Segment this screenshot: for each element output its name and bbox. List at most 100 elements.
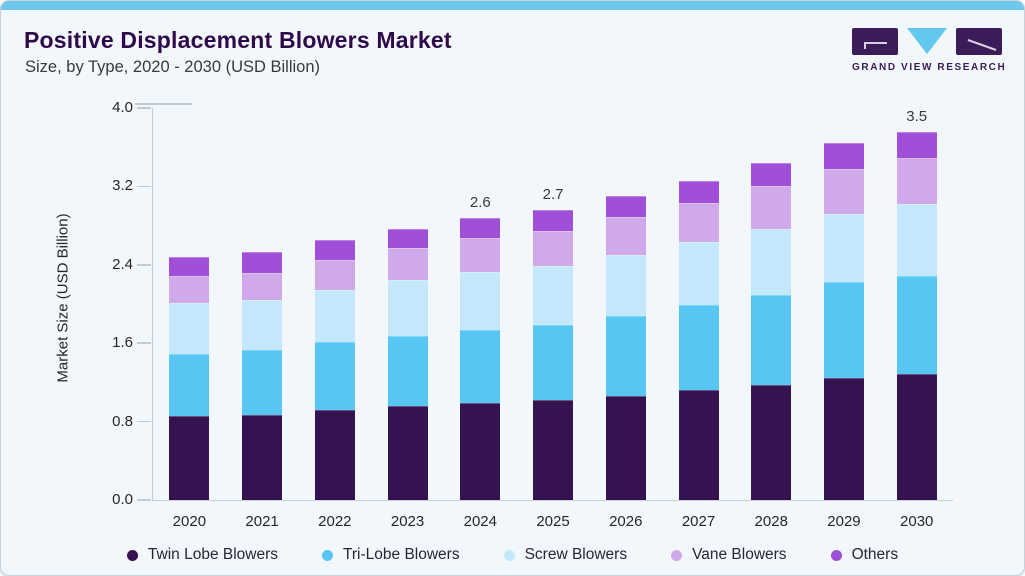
x-tick-label-2026: 2026 [609,513,643,530]
bar-total-label-2024: 2.6 [469,193,491,211]
bar-column-2023: 2023 [371,108,444,530]
legend-label-twin-lobe-blowers: Twin Lobe Blowers [147,546,278,563]
bar-2021-segment-tri-lobe-blowers [242,350,283,415]
bar-2028-segment-tri-lobe-blowers [751,295,792,386]
bar-total-label-2030: 3.5 [906,107,928,125]
bar-2022-segment-screw-blowers [314,290,355,343]
page-subtitle: Size, by Type, 2020 - 2030 (USD Billion) [25,58,321,76]
y-tick-0.0 [137,499,151,501]
y-tick-label-4.0: 4.0 [112,99,133,116]
x-tick-label-2023: 2023 [390,513,425,530]
bar-2028-segment-screw-blowers [751,228,792,296]
bar-2026-segment-tri-lobe-blowers [605,315,646,397]
logo-r-glyph [967,39,997,51]
bar-total-label-2025: 2.7 [542,185,564,203]
grand-view-research-logo: GRAND VIEW RESEARCH [852,28,1007,73]
bar-2024-segment-others [460,217,501,239]
bar-2025-segment-others [533,209,574,231]
y-tick-2.4 [137,264,151,266]
bar-2025-segment-twin-lobe-blowers [533,400,574,500]
bar-column-2025: 2.7 2025 [517,108,590,530]
bar-2025-segment-screw-blowers [533,265,574,325]
bar-2024-segment-vane-blowers [460,238,501,272]
logo-r-block-icon [956,28,1002,55]
y-axis-title: Market Size (USD Billion) [54,213,72,383]
bar-column-2028: 2028 [735,108,808,530]
bar-2029-segment-others [823,143,864,169]
bar-2021-segment-others [242,252,283,273]
bar-2029-segment-screw-blowers [823,213,864,283]
bar-column-2030: 3.5 2030 [880,107,953,530]
bar-column-2026: 2026 [589,108,662,530]
bar-2022-segment-tri-lobe-blowers [314,342,355,410]
bar-2026-segment-screw-blowers [605,255,646,316]
bar-column-2027: 2027 [662,108,735,530]
bar-2024-segment-tri-lobe-blowers [460,330,501,403]
legend-item-tri-lobe-blowers: Tri-Lobe Blowers [322,546,460,564]
bar-2023-segment-twin-lobe-blowers [387,405,428,500]
bar-2027-segment-vane-blowers [678,203,719,243]
bar-2029-segment-vane-blowers [823,168,864,214]
legend-dot-others [830,549,842,561]
bar-2022-segment-twin-lobe-blowers [314,409,355,500]
bar-2027-segment-tri-lobe-blowers [678,305,719,391]
bar-2026-segment-others [605,196,646,217]
bar-column-2021: 2021 [226,108,299,530]
bar-2022-segment-vane-blowers [314,259,355,291]
bar-2020-segment-screw-blowers [169,303,210,354]
legend-item-others: Others [830,546,898,564]
legend-label-vane-blowers: Vane Blowers [692,546,787,563]
y-tick-4.0 [137,107,151,109]
y-tick-label-1.6: 1.6 [112,334,133,352]
bar-2021-segment-vane-blowers [242,272,283,301]
y-tick-label-3.2: 3.2 [112,177,133,195]
bar-2020-segment-others [169,257,210,276]
y-tick-label-2.4: 2.4 [112,255,133,273]
chart-legend: Twin Lobe Blowers Tri-Lobe Blowers Screw B… [1,546,1024,564]
x-tick-label-2025: 2025 [536,513,570,530]
legend-dot-twin-lobe-blowers [126,549,138,561]
bar-2023-segment-vane-blowers [387,248,428,281]
y-tick-label-0.0: 0.0 [112,491,133,508]
logo-caption: GRAND VIEW RESEARCH [852,62,1007,73]
page-title: Positive Displacement Blowers Market [24,27,452,53]
legend-label-screw-blowers: Screw Blowers [524,546,628,563]
bar-column-2022: 2022 [298,108,371,530]
bar-2024-segment-screw-blowers [460,271,501,331]
bar-2022-segment-others [314,240,355,260]
logo-g-block-icon [852,28,898,55]
bars-container: 2020 2021 2022 2023 2.6 2024 2.7 2025 2026 2027 20… [153,107,953,530]
legend-dot-vane-blowers [671,549,683,561]
legend-dot-tri-lobe-blowers [322,549,333,561]
bar-column-2029: 2029 [808,108,881,530]
bar-2029-segment-twin-lobe-blowers [823,378,864,500]
legend-dot-screw-blowers [503,549,515,561]
bar-2028-segment-twin-lobe-blowers [751,385,792,500]
x-tick-label-2021: 2021 [245,513,279,530]
legend-item-twin-lobe-blowers: Twin Lobe Blowers [126,546,278,564]
y-tick-label-0.8: 0.8 [112,412,133,430]
y-tick-3.2 [137,185,151,188]
x-tick-label-2022: 2022 [318,513,352,530]
bar-2020-segment-twin-lobe-blowers [169,415,210,500]
bar-2024-segment-twin-lobe-blowers [460,402,501,500]
bar-2025-segment-vane-blowers [533,230,574,266]
logo-shapes [852,28,1002,56]
bar-2020-segment-tri-lobe-blowers [169,354,210,416]
plot-area: 2020 2021 2022 2023 2.6 2024 2.7 2025 2026 2027 20… [112,99,953,530]
logo-v-triangle-icon [907,28,947,54]
bar-2026-segment-twin-lobe-blowers [605,396,646,500]
axis-top-tick [135,103,192,105]
y-tick-1.6 [137,342,151,344]
x-tick-label-2028: 2028 [754,513,788,530]
bar-column-2020: 2020 [153,108,226,530]
bar-2021-segment-screw-blowers [242,300,283,351]
x-tick-label-2020: 2020 [172,513,207,530]
bar-2030-segment-screw-blowers [896,203,937,276]
top-accent-bar [1,1,1024,10]
legend-label-tri-lobe-blowers: Tri-Lobe Blowers [343,546,460,563]
x-tick-label-2030: 2030 [900,513,934,530]
legend-item-screw-blowers: Screw Blowers [503,546,628,564]
bar-2026-segment-vane-blowers [605,216,646,256]
